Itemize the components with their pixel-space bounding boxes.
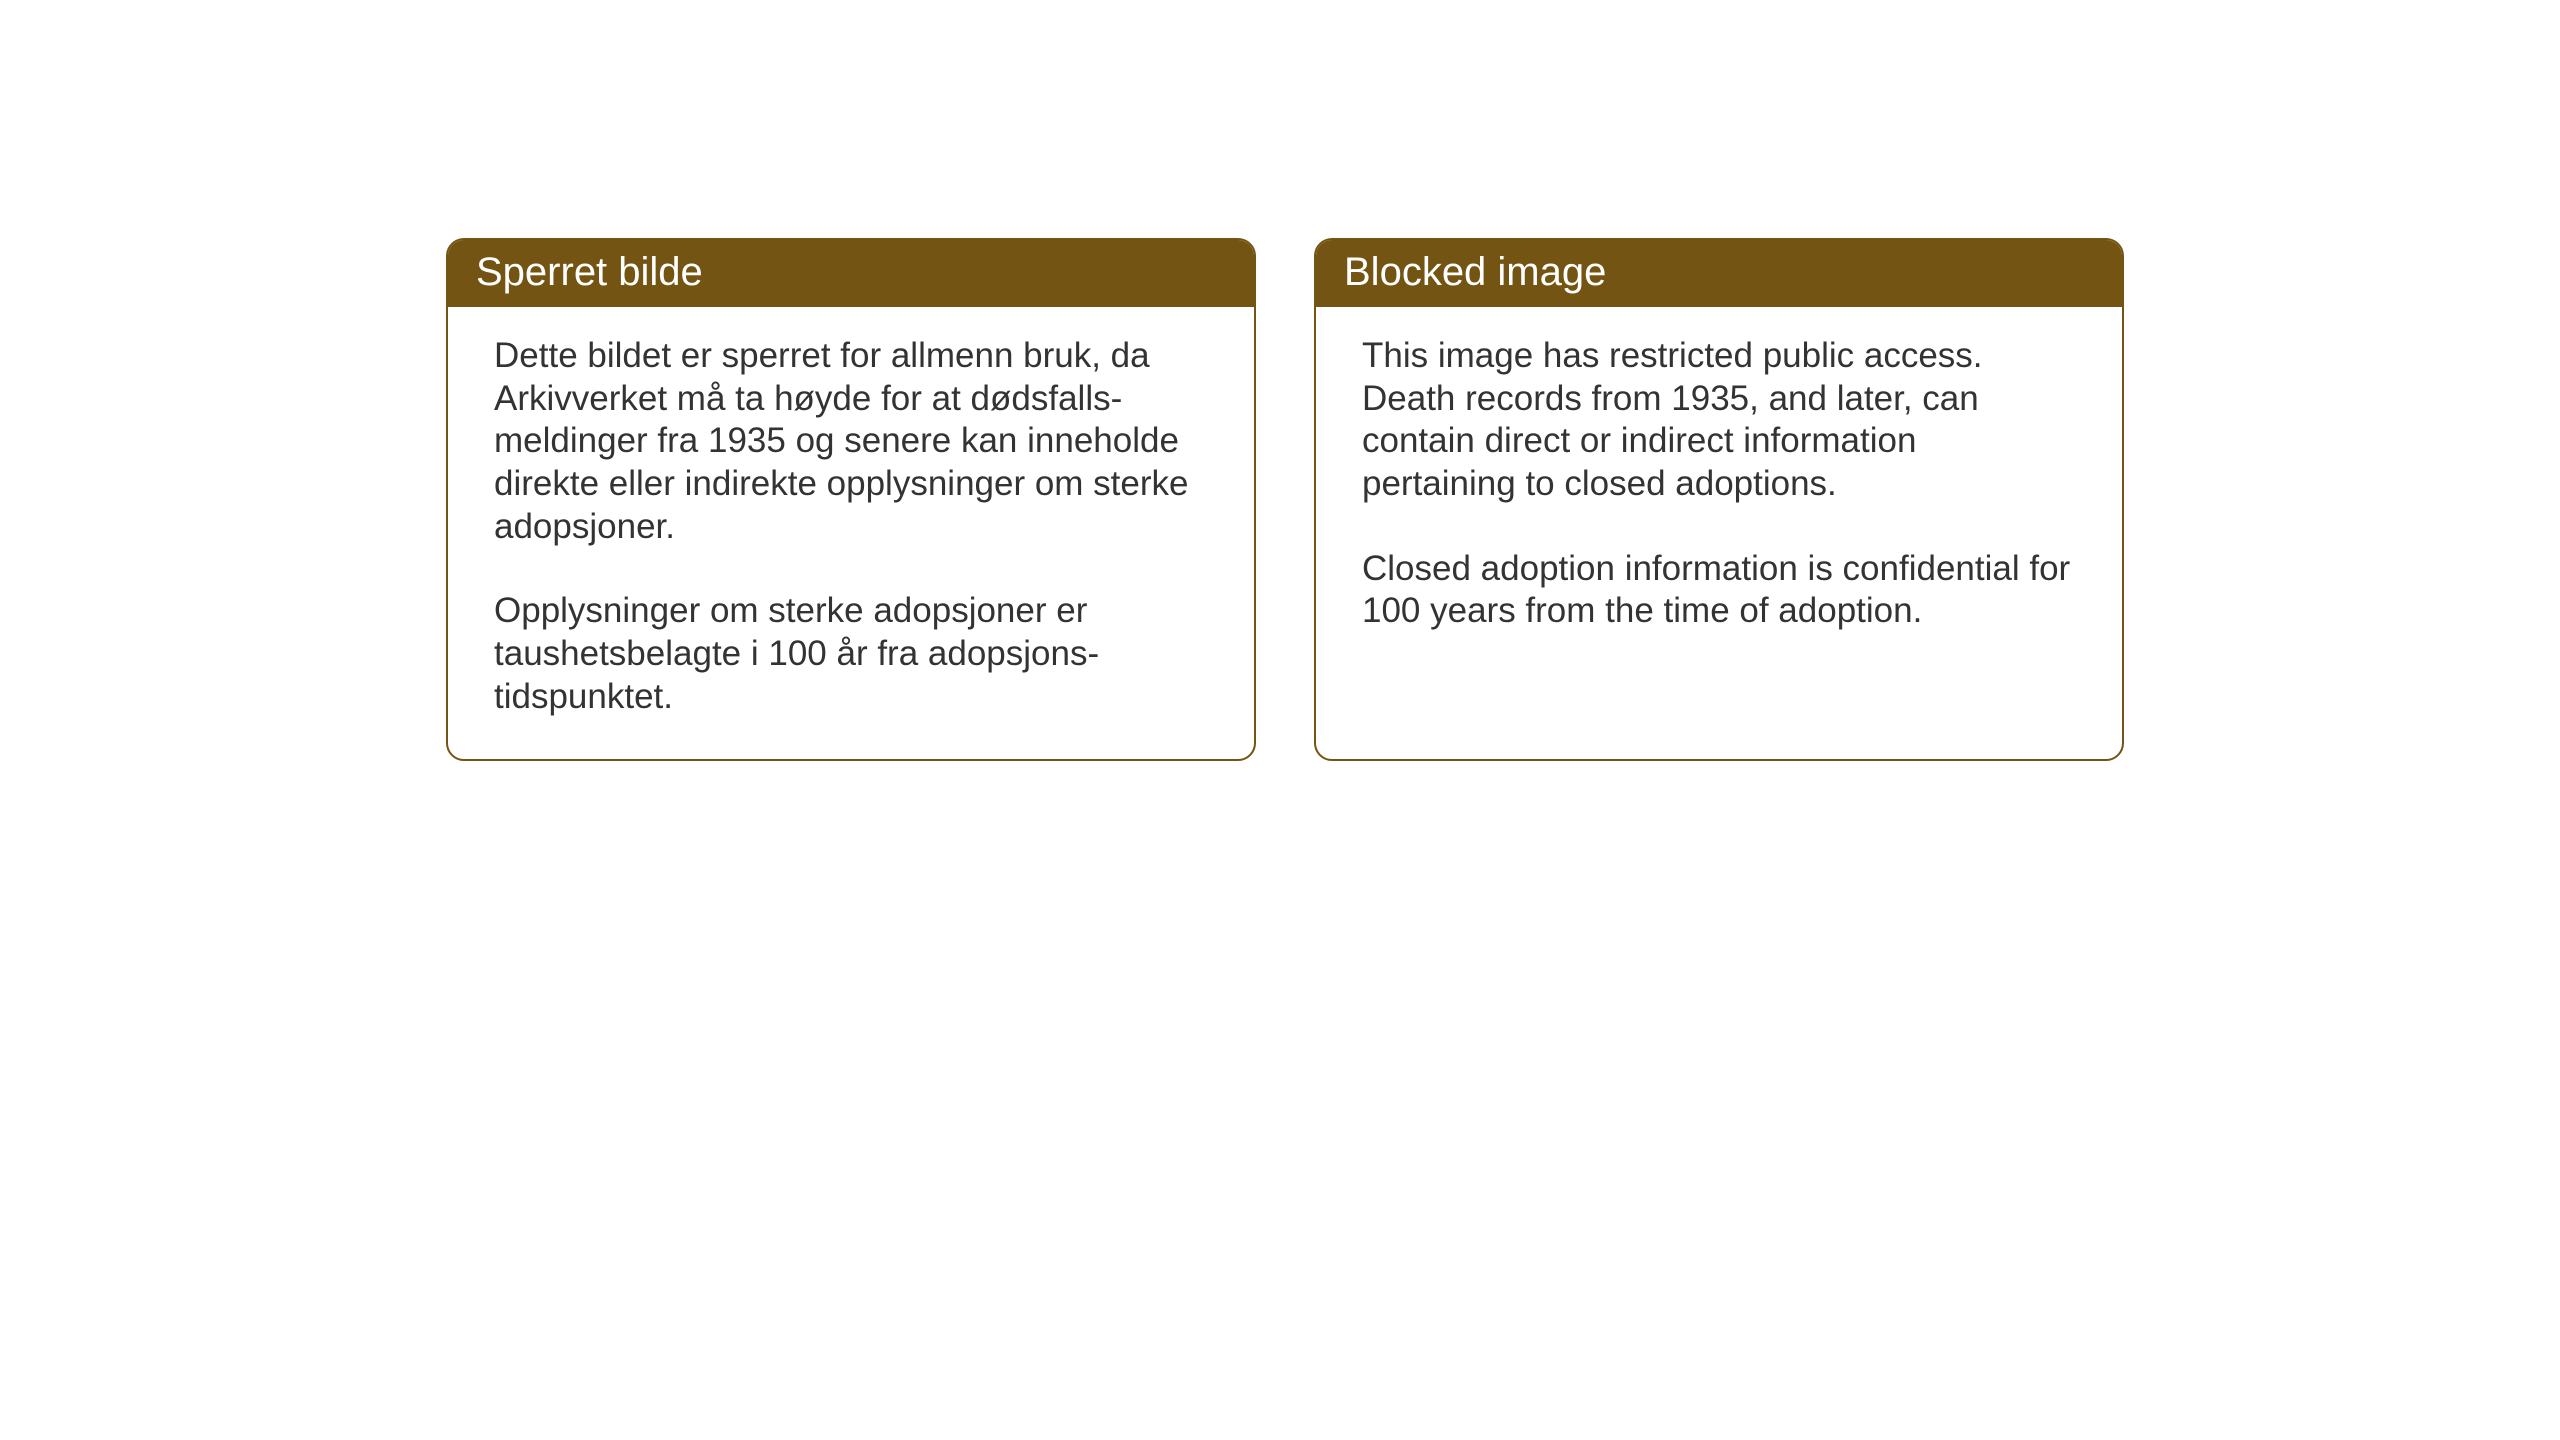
notice-container: Sperret bilde Dette bildet er sperret fo…: [446, 238, 2124, 761]
paragraph-text: Opplysninger om sterke adopsjoner er tau…: [494, 590, 1208, 718]
card-body-english: This image has restricted public access.…: [1316, 307, 2122, 673]
card-header-norwegian: Sperret bilde: [448, 240, 1254, 307]
card-header-english: Blocked image: [1316, 240, 2122, 307]
notice-card-norwegian: Sperret bilde Dette bildet er sperret fo…: [446, 238, 1256, 761]
card-body-norwegian: Dette bildet er sperret for allmenn bruk…: [448, 307, 1254, 759]
paragraph-text: Closed adoption information is confident…: [1362, 548, 2076, 633]
notice-card-english: Blocked image This image has restricted …: [1314, 238, 2124, 761]
paragraph-text: Dette bildet er sperret for allmenn bruk…: [494, 335, 1208, 548]
paragraph-text: This image has restricted public access.…: [1362, 335, 2076, 506]
